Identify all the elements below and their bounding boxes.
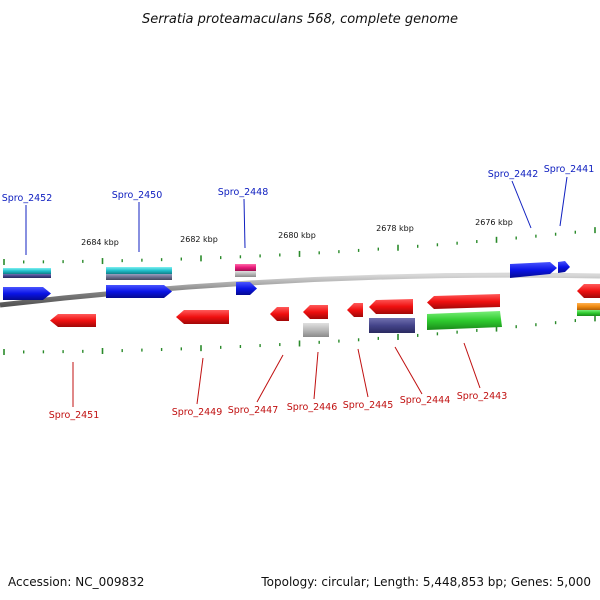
feature-green [427, 311, 502, 330]
label-spro-2448[interactable]: Spro_2448 [218, 187, 269, 198]
label-spro-2447[interactable]: Spro_2447 [228, 405, 279, 416]
gene-spro-2452[interactable] [3, 287, 51, 300]
label-spro-2444[interactable]: Spro_2444 [400, 395, 451, 406]
feature-slate [106, 274, 172, 280]
label-spro-2441[interactable]: Spro_2441 [544, 164, 595, 175]
gene-spro-2444[interactable] [369, 299, 413, 314]
gene-spro-2447[interactable] [270, 307, 289, 321]
scale-label-2680: 2680 kbp [278, 231, 316, 240]
feature-navy [369, 318, 415, 333]
accession-text: Accession: NC_009832 [8, 575, 144, 589]
gene-edge-red [577, 284, 600, 298]
gene-spro-2446[interactable] [303, 305, 328, 319]
gene-spro-2443[interactable] [427, 294, 500, 309]
feature-gray [235, 271, 256, 277]
scale-label-2684: 2684 kbp [81, 238, 119, 247]
label-spro-2451[interactable]: Spro_2451 [49, 410, 100, 421]
gene-spro-2451[interactable] [50, 314, 96, 327]
gene-spro-2445[interactable] [347, 303, 363, 317]
gene-spro-2449[interactable] [176, 310, 229, 324]
label-spro-2443[interactable]: Spro_2443 [457, 391, 508, 402]
label-spro-2452[interactable]: Spro_2452 [2, 193, 53, 204]
gene-spro-2441[interactable] [558, 261, 570, 273]
forward-strand-features [3, 261, 600, 316]
feature-green [577, 310, 600, 316]
reverse-strand-features [50, 294, 502, 337]
scale-label-2678: 2678 kbp [376, 224, 414, 233]
feature-gray [303, 323, 329, 337]
label-spro-2442[interactable]: Spro_2442 [488, 169, 539, 180]
gene-spro-2450[interactable] [106, 285, 172, 298]
feature-cyan [3, 268, 51, 274]
outer-tick-row [3, 227, 596, 265]
label-leader-lines [25, 176, 568, 407]
scale-label-2676: 2676 kbp [475, 218, 513, 227]
genome-backbone [0, 272, 600, 308]
gene-spro-2448[interactable] [236, 282, 257, 295]
label-spro-2445[interactable]: Spro_2445 [343, 400, 394, 411]
map-title: Serratia proteamaculans 568, complete ge… [142, 12, 458, 27]
genome-stats-text: Topology: circular; Length: 5,448,853 bp… [260, 575, 591, 589]
feature-cyan [106, 267, 172, 274]
gene-spro-2442[interactable] [510, 262, 557, 278]
label-spro-2446[interactable]: Spro_2446 [287, 402, 338, 413]
scale-label-2682: 2682 kbp [180, 235, 218, 244]
label-spro-2450[interactable]: Spro_2450 [112, 190, 163, 201]
feature-orange [577, 303, 600, 310]
rna-feature [235, 264, 256, 271]
label-spro-2449[interactable]: Spro_2449 [172, 407, 223, 418]
feature-navy [3, 274, 51, 278]
